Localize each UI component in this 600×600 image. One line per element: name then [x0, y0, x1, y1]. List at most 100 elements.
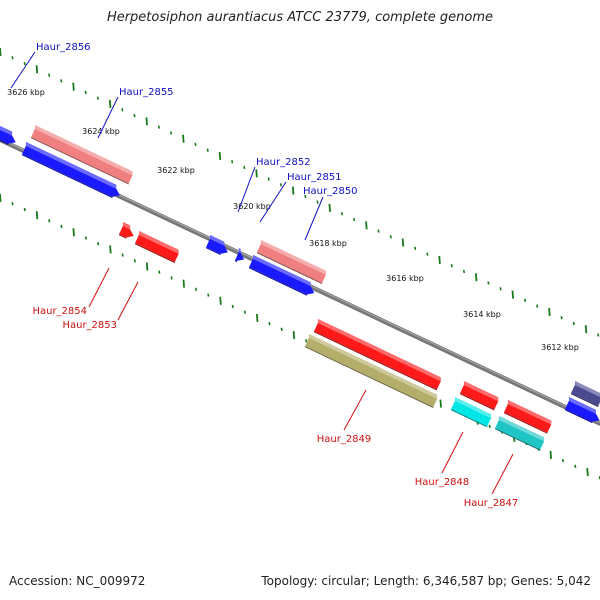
track-dot	[377, 229, 380, 233]
track-dot	[584, 325, 588, 334]
track-dot	[158, 270, 161, 274]
block-face	[565, 400, 600, 422]
track-dot	[561, 458, 565, 463]
track-dot	[572, 321, 575, 326]
track-dot	[439, 399, 442, 408]
block-shadow	[504, 412, 548, 434]
track-dot	[304, 194, 307, 199]
block-face	[0, 129, 16, 144]
gene-label: Haur_2853	[62, 320, 117, 331]
track-dot	[450, 264, 453, 268]
track-dot	[207, 293, 210, 297]
cds-block-reverse	[314, 318, 441, 391]
scale-tick-label: 3614 kbp	[463, 310, 501, 319]
cds-block-haur-2851	[235, 247, 245, 263]
block-face	[305, 337, 438, 407]
track-dot	[597, 333, 600, 337]
gene-leader-line	[237, 166, 256, 213]
cds-block-forward	[22, 141, 120, 199]
track-dot	[389, 235, 392, 239]
track-dot	[231, 160, 234, 164]
track-dot	[414, 246, 417, 251]
track-dot	[72, 82, 75, 91]
scale-tick-label: 3612 kbp	[541, 343, 579, 352]
cds-block-forward	[0, 125, 16, 145]
map-title: Herpetosiphon aurantiacus ATCC 23779, co…	[106, 10, 494, 25]
track-dot	[256, 313, 259, 322]
gene-label: Haur_2848	[415, 477, 470, 488]
block-face	[235, 251, 245, 261]
track-dot	[218, 151, 222, 161]
block-top-face	[574, 380, 600, 397]
track-dot	[145, 262, 149, 271]
block-top-face	[138, 230, 179, 254]
block-face	[460, 384, 499, 410]
block-top-face	[568, 396, 596, 414]
track-dot	[23, 61, 26, 66]
track-dot	[292, 330, 296, 340]
gene-leader-line	[117, 281, 139, 321]
cds-block-haur-2854	[119, 221, 134, 239]
cds-block-forward	[249, 254, 315, 296]
track-dot	[194, 287, 198, 292]
block-top-face	[308, 333, 438, 399]
track-dot	[511, 290, 514, 299]
block-face	[451, 400, 492, 427]
gene-label: Haur_2847	[464, 498, 519, 509]
track-dot	[305, 339, 308, 343]
block-face	[504, 403, 552, 433]
block-top-face	[209, 234, 225, 246]
track-dot	[182, 279, 185, 288]
block-top-face	[260, 239, 326, 275]
track-dot	[157, 125, 161, 129]
cds-block-forward	[565, 396, 600, 424]
track-dot	[133, 259, 136, 263]
track-dot	[280, 327, 283, 331]
cds-block-haur-2855	[31, 124, 133, 185]
scale-tick-label: 3626 kbp	[7, 88, 45, 97]
track-dot	[145, 117, 148, 126]
track-dot	[243, 165, 246, 170]
track-dot	[426, 252, 429, 256]
cds-block-haur-2848	[451, 396, 492, 428]
accession-text: Accession: NC_009972	[9, 574, 146, 588]
track-dot	[268, 321, 271, 326]
track-dot	[523, 298, 527, 303]
track-dot	[401, 238, 405, 247]
gene-leader-line	[441, 431, 464, 474]
track-dot	[108, 99, 112, 109]
cds-block-reverse	[504, 399, 552, 434]
track-dot	[548, 307, 551, 316]
track-dot	[60, 79, 63, 83]
scale-tick-label: 3618 kbp	[309, 239, 347, 248]
block-face	[22, 145, 120, 197]
block-top-face	[122, 221, 131, 230]
block-shadow	[571, 393, 599, 408]
cds-block-forward	[206, 234, 228, 256]
inner-dot-track	[0, 193, 600, 480]
track-dot	[48, 73, 51, 77]
track-dot	[243, 310, 247, 314]
block-face	[249, 258, 315, 295]
block-shadow	[495, 428, 541, 451]
gene-label: Haur_2851	[287, 172, 342, 183]
track-dot	[60, 224, 63, 229]
track-dot	[267, 177, 270, 181]
block-top-face	[252, 254, 311, 287]
outer-dot-track	[0, 47, 600, 337]
gene-leader-line	[97, 96, 119, 139]
track-dot	[438, 255, 441, 264]
block-top-face	[498, 415, 545, 442]
track-dot	[365, 221, 368, 230]
track-dot	[35, 65, 39, 74]
block-shadow	[249, 267, 307, 296]
block-face	[314, 322, 441, 390]
cds-block-reverse	[460, 380, 499, 411]
scale-tick-label: 3616 kbp	[386, 274, 424, 283]
scale-tick-label: 3620 kbp	[233, 202, 271, 211]
track-dot	[586, 467, 589, 477]
track-dot	[48, 219, 51, 223]
